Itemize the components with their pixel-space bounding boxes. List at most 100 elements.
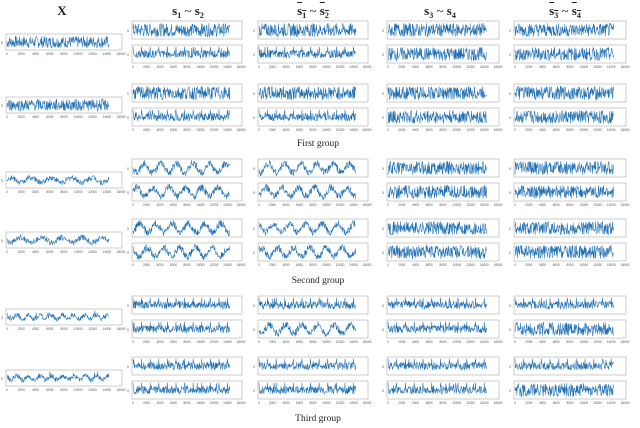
x-tick-label: 10000 bbox=[452, 128, 461, 132]
x-tick-label: 0 bbox=[6, 115, 8, 119]
x-tick-label: 16000 bbox=[363, 128, 372, 132]
x-tick-label: 6000 bbox=[296, 340, 303, 344]
panel-frame bbox=[131, 44, 243, 64]
series-line bbox=[387, 244, 487, 259]
x-tick-label: 12000 bbox=[210, 263, 219, 267]
signal-panel: 0 bbox=[127, 20, 243, 40]
y-tick-label: 0 bbox=[509, 116, 511, 120]
y-tick-label: 0 bbox=[382, 53, 384, 57]
series-line bbox=[132, 321, 230, 334]
y-tick-label: 0 bbox=[509, 389, 511, 393]
x-tick-label: 6000 bbox=[46, 190, 53, 194]
x-tick-label: 14000 bbox=[102, 388, 111, 392]
panel-frame bbox=[513, 295, 627, 315]
y-tick-label: 0 bbox=[1, 179, 3, 183]
x-tick-label: 14000 bbox=[349, 340, 358, 344]
y-tick-label: 0 bbox=[382, 167, 384, 171]
x-tick-label: 4000 bbox=[156, 263, 163, 267]
x-tick-label: 2000 bbox=[269, 263, 276, 267]
y-tick-label: 0 bbox=[1, 239, 3, 243]
x-tick-label: 8000 bbox=[60, 250, 67, 254]
series-line bbox=[514, 358, 614, 371]
x-tick-label: 16000 bbox=[237, 128, 246, 132]
series-line bbox=[514, 22, 614, 37]
series-line bbox=[6, 174, 110, 186]
header-subscript: 1 bbox=[302, 11, 307, 20]
header-symbol: s bbox=[297, 3, 303, 18]
y-tick-label: 0 bbox=[253, 251, 255, 255]
y-tick-label: 0 bbox=[1, 104, 3, 108]
y-tick-label: 0 bbox=[127, 304, 129, 308]
x-tick-label: 4000 bbox=[32, 115, 39, 119]
x-tick-label: 0 bbox=[6, 250, 8, 254]
x-tick-label: 12000 bbox=[210, 340, 219, 344]
x-tick-label: 2000 bbox=[143, 128, 150, 132]
y-tick-label: 0 bbox=[509, 29, 511, 33]
x-tick-label: 8000 bbox=[183, 340, 190, 344]
x-tick-label: 2000 bbox=[398, 65, 405, 69]
x-tick-label: 8000 bbox=[439, 128, 446, 132]
x-tick-label: 8000 bbox=[60, 190, 67, 194]
signal-panel: 0 0 2000 4000 6000 8000 10000 12000 14000 16000 bbox=[253, 319, 372, 344]
x-tick-label: 2000 bbox=[18, 388, 25, 392]
x-tick-label: 8000 bbox=[566, 263, 573, 267]
series-line bbox=[258, 297, 357, 310]
series-line bbox=[132, 183, 230, 200]
y-tick-label: 0 bbox=[127, 191, 129, 195]
x-tick-label: 6000 bbox=[553, 65, 560, 69]
x-tick-label: 6000 bbox=[426, 401, 433, 405]
x-tick-label: 6000 bbox=[426, 340, 433, 344]
x-tick-label: 14000 bbox=[349, 128, 358, 132]
x-tick-label: 6000 bbox=[296, 263, 303, 267]
x-tick-label: 4000 bbox=[282, 128, 289, 132]
x-tick-label: 0 bbox=[258, 65, 260, 69]
y-tick-label: 0 bbox=[382, 92, 384, 96]
x-tick-label: 2000 bbox=[269, 340, 276, 344]
x-tick-label: 8000 bbox=[309, 128, 316, 132]
x-tick-label: 14000 bbox=[102, 250, 111, 254]
x-tick-label: 14000 bbox=[349, 263, 358, 267]
x-tick-label: 10000 bbox=[452, 263, 461, 267]
x-tick-label: 14000 bbox=[102, 115, 111, 119]
signal-panel: 0 bbox=[509, 158, 627, 178]
panel-frame bbox=[131, 380, 243, 400]
y-tick-label: 0 bbox=[382, 227, 384, 231]
y-tick-label: 0 bbox=[127, 389, 129, 393]
series-line bbox=[258, 220, 356, 236]
x-tick-label: 8000 bbox=[566, 203, 573, 207]
group-label: First group bbox=[297, 139, 339, 149]
signal-panel: 0 bbox=[382, 356, 500, 376]
x-tick-label: 6000 bbox=[170, 263, 177, 267]
x-tick-label: 8000 bbox=[309, 340, 316, 344]
x-tick-label: 2000 bbox=[269, 401, 276, 405]
x-tick-label: 0 bbox=[387, 65, 389, 69]
signal-panel: 0 0 2000 4000 6000 8000 10000 12000 14000 16000 bbox=[253, 44, 372, 69]
panel-frame bbox=[131, 295, 243, 315]
signal-panel: 0 bbox=[382, 20, 500, 40]
x-tick-label: 12000 bbox=[466, 203, 475, 207]
x-tick-label: 14000 bbox=[102, 190, 111, 194]
x-tick-label: 6000 bbox=[426, 203, 433, 207]
header-subscript: 3 bbox=[554, 11, 559, 20]
y-tick-label: 0 bbox=[509, 191, 511, 195]
x-tick-label: 6000 bbox=[553, 203, 560, 207]
x-tick-label: 16000 bbox=[237, 263, 246, 267]
series-line bbox=[132, 85, 231, 101]
panel-frame bbox=[386, 356, 500, 376]
x-tick-label: 8000 bbox=[183, 128, 190, 132]
signal-panel: 0 bbox=[382, 218, 500, 238]
header-symbol: s bbox=[172, 3, 178, 18]
x-tick-label: 2000 bbox=[269, 128, 276, 132]
signal-panel: 0 bbox=[509, 83, 627, 103]
series-line bbox=[132, 159, 231, 177]
signal-panel: 0 bbox=[127, 158, 243, 178]
header-s12b: s1 ~ s2 bbox=[297, 3, 329, 20]
y-tick-label: 0 bbox=[253, 328, 255, 332]
y-tick-label: 0 bbox=[253, 304, 255, 308]
x-tick-label: 6000 bbox=[426, 263, 433, 267]
series-line bbox=[6, 310, 110, 322]
signal-panel: 0 0 2000 4000 6000 8000 10000 12000 14000 16000 bbox=[1, 308, 126, 331]
x-tick-label: 0 bbox=[387, 203, 389, 207]
signal-panel: 0 bbox=[509, 356, 627, 376]
x-tick-label: 12000 bbox=[466, 263, 475, 267]
